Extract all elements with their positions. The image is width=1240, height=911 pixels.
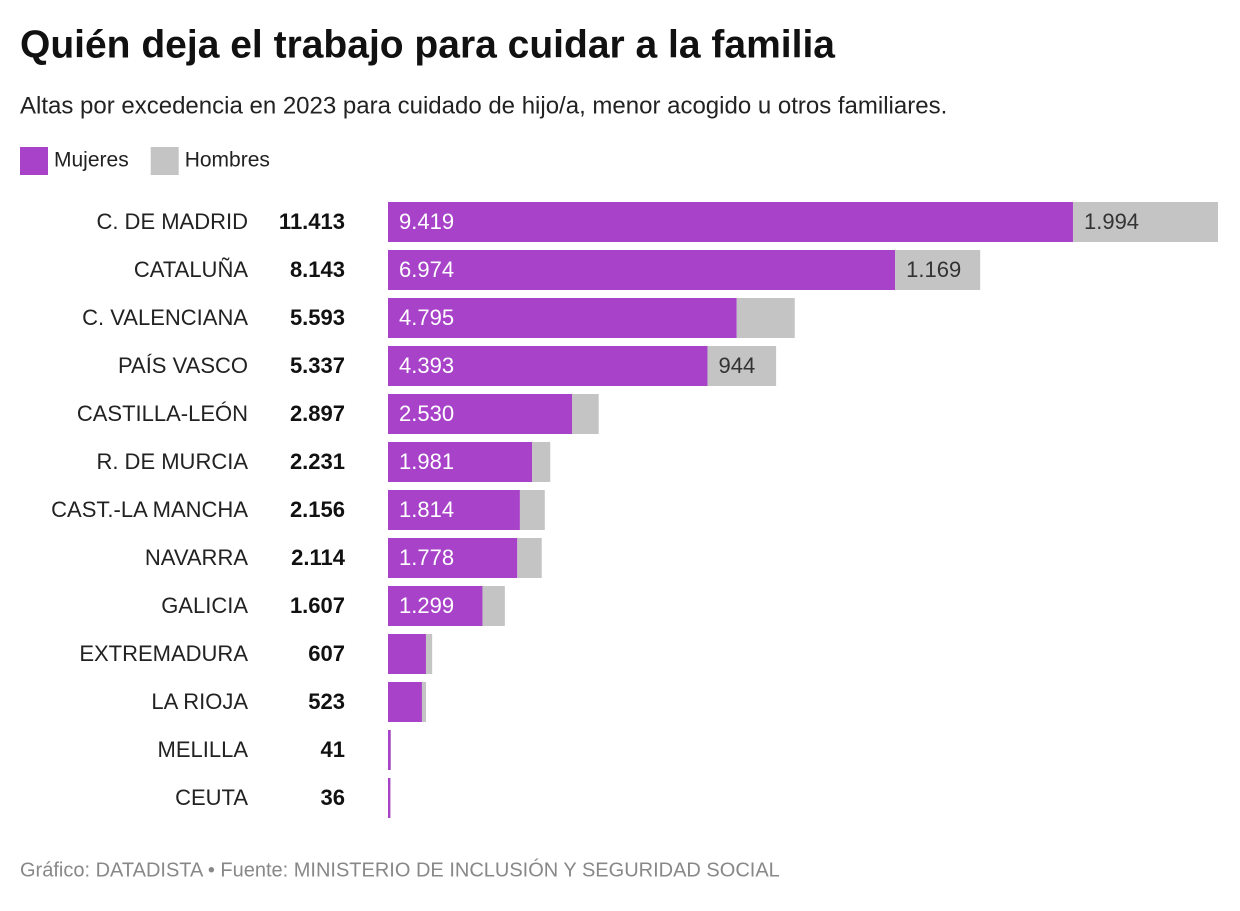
category-label: R. DE MURCIA: [96, 449, 248, 474]
value-label: 4.795: [399, 305, 454, 330]
category-label: CEUTA: [175, 785, 248, 810]
total-label: 41: [321, 737, 345, 762]
total-label: 1.607: [290, 593, 345, 618]
total-label: 11.413: [279, 209, 345, 234]
value-label: 1.299: [399, 593, 454, 618]
bar-segment: [388, 682, 422, 722]
category-label: MELILLA: [158, 737, 249, 762]
category-label: CATALUÑA: [134, 257, 248, 282]
bar-segment: [388, 730, 391, 770]
total-label: 5.593: [290, 305, 345, 330]
total-label: 36: [321, 785, 345, 810]
category-label: EXTREMADURA: [79, 641, 248, 666]
total-label: 523: [308, 689, 345, 714]
bar-segment: [426, 634, 432, 674]
total-label: 2.231: [290, 449, 345, 474]
bar-segment: [482, 586, 504, 626]
category-label: LA RIOJA: [151, 689, 248, 714]
source: Gráfico: DATADISTA • Fuente: MINISTERIO …: [20, 858, 780, 881]
value-label: 9.419: [399, 209, 454, 234]
bar-segment: [532, 442, 550, 482]
legend-swatch: [20, 147, 48, 175]
bar-segment: [388, 202, 1073, 242]
total-label: 2.156: [290, 497, 345, 522]
value-label: 944: [718, 353, 755, 378]
category-label: CAST.-LA MANCHA: [51, 497, 248, 522]
category-label: PAÍS VASCO: [118, 353, 248, 378]
value-label: 1.778: [399, 545, 454, 570]
chart-subtitle: Altas por excedencia en 2023 para cuidad…: [20, 92, 947, 119]
category-label: GALICIA: [161, 593, 248, 618]
bar-segment: [388, 634, 426, 674]
total-label: 5.337: [290, 353, 345, 378]
bar-segment: [388, 778, 390, 818]
total-label: 2.114: [291, 545, 346, 570]
chart-title: Quién deja el trabajo para cuidar a la f…: [20, 23, 835, 66]
bar-segment: [517, 538, 541, 578]
category-label: C. DE MADRID: [96, 209, 248, 234]
category-label: C. VALENCIANA: [82, 305, 248, 330]
value-label: 2.530: [399, 401, 454, 426]
bar-segment: [572, 394, 599, 434]
value-label: 1.994: [1084, 209, 1139, 234]
category-label: NAVARRA: [145, 545, 248, 570]
bar-segment: [737, 298, 795, 338]
bar-segment: [422, 682, 426, 722]
value-label: 1.981: [399, 449, 454, 474]
total-label: 2.897: [290, 401, 345, 426]
total-label: 8.143: [290, 257, 345, 282]
value-label: 4.393: [399, 353, 454, 378]
legend-label: Hombres: [185, 149, 270, 172]
category-label: CASTILLA-LEÓN: [77, 401, 248, 426]
total-label: 607: [308, 641, 345, 666]
legend-swatch: [151, 147, 179, 175]
bar-segment: [520, 490, 545, 530]
bar-segment: [388, 250, 895, 290]
legend-label: Mujeres: [54, 149, 129, 172]
value-label: 6.974: [399, 257, 454, 282]
value-label: 1.169: [906, 257, 961, 282]
value-label: 1.814: [399, 497, 454, 522]
